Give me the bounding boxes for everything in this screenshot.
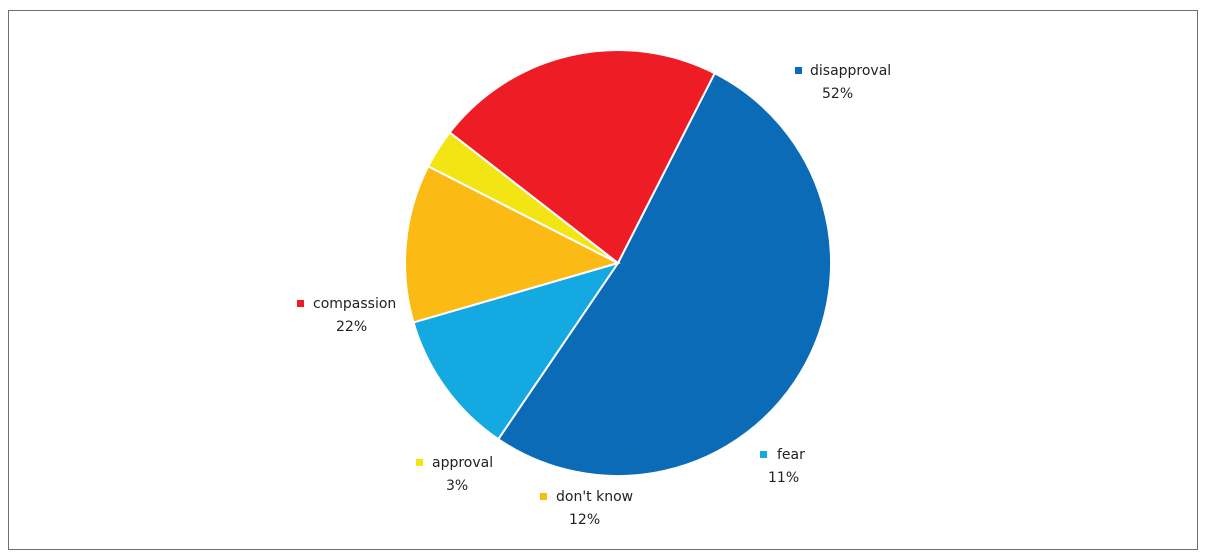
slice-label-fear: fear (777, 447, 805, 463)
legend-marker-disapproval (795, 67, 802, 74)
slice-label-compassion: compassion (313, 296, 396, 312)
slice-value-disapproval: 52% (822, 86, 853, 102)
label-group-dont-know: don't know 12% (540, 489, 633, 528)
slice-label-dont-know: don't know (556, 489, 633, 505)
slice-value-compassion: 22% (336, 319, 367, 335)
slice-value-dont-know: 12% (569, 512, 600, 528)
slice-value-fear: 11% (768, 470, 799, 486)
legend-marker-compassion (297, 300, 304, 307)
slice-label-disapproval: disapproval (810, 63, 891, 79)
pie-slice-disapproval (496, 71, 832, 477)
pie-slices (404, 49, 832, 477)
legend-marker-dont-know (540, 493, 547, 500)
label-group-fear: fear 11% (760, 447, 805, 486)
pie-slice-don-t-know (404, 164, 621, 324)
label-group-compassion: compassion 22% (297, 296, 396, 335)
pie-slice-fear (412, 261, 621, 441)
slice-value-approval: 3% (446, 478, 468, 494)
legend-marker-fear (760, 451, 767, 458)
pie-slice-compassion (448, 49, 717, 265)
label-group-approval: approval 3% (416, 455, 493, 494)
legend-marker-approval (416, 459, 423, 466)
slice-label-approval: approval (432, 455, 493, 471)
label-group-disapproval: disapproval 52% (795, 63, 891, 102)
